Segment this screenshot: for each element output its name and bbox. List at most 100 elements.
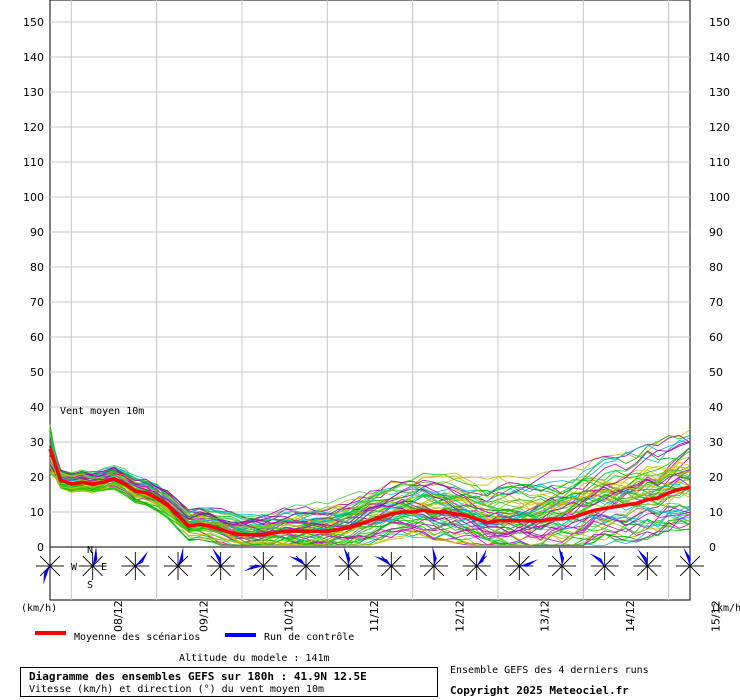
- y-tick-label-left: 140: [23, 51, 44, 64]
- wind-rose-spoke: [689, 555, 701, 567]
- legend-control-label: Run de contrôle: [264, 631, 354, 643]
- ensemble-member-line: [49, 436, 691, 540]
- y-tick-label-right: 0: [709, 541, 716, 554]
- y-tick-label-left: 0: [37, 541, 44, 554]
- wind-rose-spoke: [519, 565, 530, 577]
- wind-rose-spoke: [689, 565, 701, 577]
- copyright: Copyright 2025 Meteociel.fr: [450, 684, 629, 697]
- panel-label: Vent moyen 10m: [60, 406, 144, 417]
- y-tick-label-left: 20: [30, 471, 44, 484]
- y-tick-label-right: 20: [709, 471, 723, 484]
- grid: [50, 0, 690, 600]
- ensemble-member-line: [49, 426, 691, 546]
- chart-info-box: Diagramme des ensembles GEFS sur 180h : …: [20, 667, 438, 697]
- wind-rose: [121, 550, 150, 580]
- wind-rose-spoke: [167, 565, 179, 577]
- wind-rose-spoke: [177, 565, 189, 577]
- wind-rose-spoke: [135, 565, 146, 577]
- wind-direction-wedge: [92, 546, 98, 566]
- chart-title: Diagramme des ensembles GEFS sur 180h : …: [29, 670, 367, 683]
- wind-rose-spoke: [637, 565, 648, 577]
- y-tick-label-left: 110: [23, 156, 44, 169]
- compass-letter-e: E: [101, 562, 107, 573]
- y-tick-label-right: 90: [709, 226, 723, 239]
- wind-rose-spoke: [466, 565, 477, 577]
- wind-rose-spoke: [210, 555, 221, 567]
- wind-rose-spoke: [519, 555, 530, 567]
- wind-rose-spoke: [509, 555, 520, 567]
- wind-rose-spoke: [125, 565, 136, 577]
- wind-rose-spoke: [253, 565, 264, 577]
- wind-rose-spoke: [551, 555, 563, 567]
- y-tick-label-left: 30: [30, 436, 44, 449]
- wind-direction-wedge: [637, 548, 648, 566]
- wind-rose: [334, 546, 363, 580]
- wind-rose: [548, 546, 576, 580]
- y-tick-label-right: 30: [709, 436, 723, 449]
- chart-subtitle: Vitesse (km/h) et direction (°) du vent …: [29, 684, 325, 695]
- y-tick-label-right: 110: [709, 156, 730, 169]
- wind-rose-spoke: [210, 565, 221, 577]
- compass-letter-s: S: [87, 580, 93, 591]
- wind-rose-spoke: [263, 565, 274, 577]
- ensemble-member-line: [49, 437, 691, 535]
- wind-rose-spoke: [509, 565, 520, 577]
- ensemble-member-line: [49, 447, 691, 543]
- y-axis-label-left: (km/h): [21, 603, 57, 614]
- wind-rose-spoke: [82, 565, 93, 577]
- wind-rose: [420, 546, 448, 580]
- x-date-label: 10/12: [283, 600, 296, 632]
- x-date-label: 12/12: [453, 600, 466, 632]
- wind-rose-spoke: [253, 555, 264, 567]
- wind-rose: [206, 547, 235, 580]
- wind-direction-roses: N SW E: [36, 545, 704, 591]
- wind-direction-wedge: [43, 566, 50, 585]
- wind-rose-spoke: [423, 555, 435, 567]
- wind-rose: [505, 552, 539, 580]
- wind-direction-wedge: [476, 548, 487, 566]
- altitude-label: Altitude du modele : 141m: [179, 653, 330, 664]
- wind-rose-spoke: [305, 565, 317, 577]
- wind-rose-spoke: [92, 565, 103, 577]
- y-tick-label-right: 130: [709, 86, 730, 99]
- ensemble-member-line: [49, 448, 691, 533]
- mean-series-line: [48, 448, 691, 537]
- wind-direction-wedge: [135, 550, 149, 566]
- wind-direction-wedge: [343, 546, 351, 566]
- y-tick-label-left: 90: [30, 226, 44, 239]
- x-date-label: 09/12: [197, 600, 210, 632]
- wind-rose-spoke: [647, 555, 658, 567]
- wind-rose: [374, 552, 406, 580]
- y-tick-label-right: 50: [709, 366, 723, 379]
- y-tick-label-right: 150: [709, 16, 730, 29]
- mean-series: [48, 448, 691, 537]
- wind-rose-spoke: [381, 565, 392, 577]
- wind-rose-spoke: [594, 565, 605, 577]
- wind-rose-spoke: [82, 555, 93, 567]
- wind-rose-spoke: [391, 565, 402, 577]
- wind-rose: [78, 546, 107, 580]
- ensemble-member-line: [49, 466, 691, 546]
- compass-letter-w: W: [71, 562, 78, 573]
- wind-rose: [164, 546, 192, 580]
- wind-direction-wedge: [683, 547, 691, 566]
- y-tick-label-left: 120: [23, 121, 44, 134]
- wind-rose-spoke: [433, 555, 445, 567]
- wind-rose-spoke: [49, 565, 61, 577]
- wind-rose: [633, 548, 662, 580]
- wind-rose-spoke: [177, 555, 189, 567]
- wind-rose-spoke: [338, 565, 349, 577]
- y-tick-label-left: 80: [30, 261, 44, 274]
- x-date-label: 14/12: [624, 600, 637, 632]
- wind-rose-spoke: [647, 565, 658, 577]
- y-tick-label-left: 50: [30, 366, 44, 379]
- wind-rose-spoke: [423, 565, 435, 577]
- x-date-label: 11/12: [368, 600, 381, 632]
- wind-rose-spoke: [551, 565, 563, 577]
- y-tick-label-right: 70: [709, 296, 723, 309]
- wind-rose-spoke: [604, 555, 615, 567]
- y-tick-label-right: 100: [709, 191, 730, 204]
- wind-rose-spoke: [167, 555, 179, 567]
- y-tick-label-left: 40: [30, 401, 44, 414]
- wind-direction-wedge: [244, 564, 264, 572]
